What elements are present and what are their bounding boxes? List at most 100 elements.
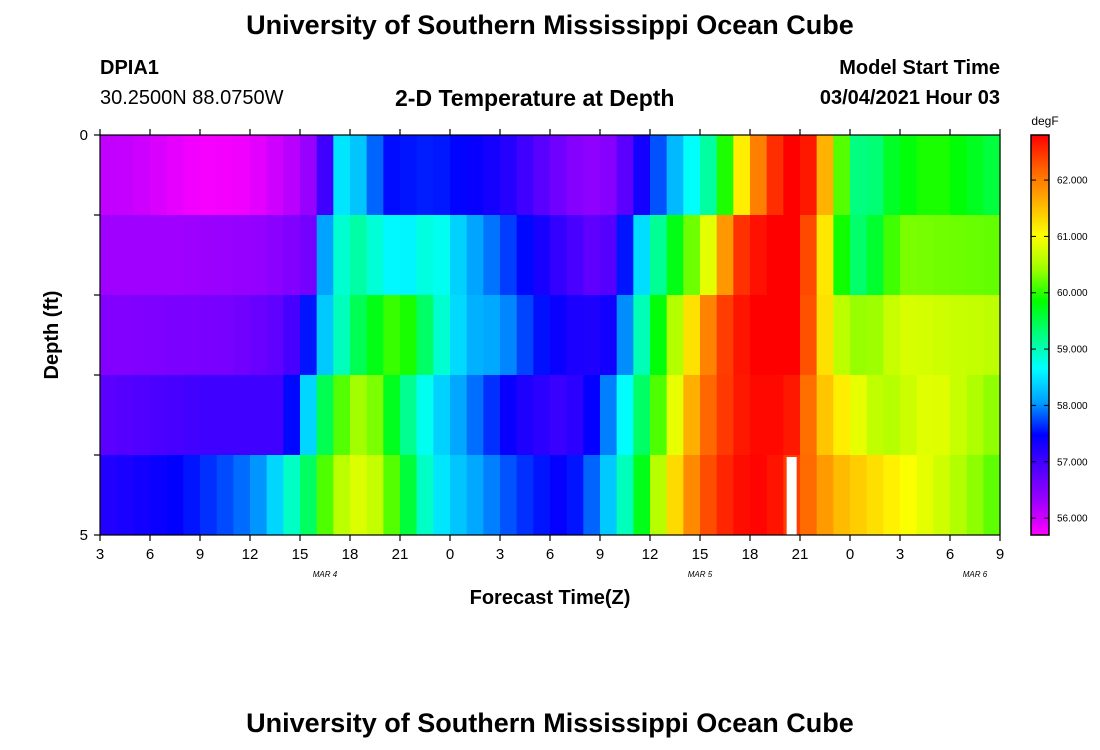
heatmap-cell — [900, 135, 918, 216]
colorbar-tick-label: 57.000 — [1057, 457, 1088, 468]
heatmap-cell — [600, 295, 618, 376]
station-id: DPIA1 — [100, 57, 159, 79]
x-tick-label: 12 — [242, 546, 259, 563]
heatmap-cell — [500, 135, 518, 216]
heatmap-cell — [816, 295, 834, 376]
heatmap-cell — [700, 375, 718, 456]
heatmap-cell — [700, 295, 718, 376]
heatmap-cell — [350, 375, 368, 456]
heatmap-cell — [433, 135, 451, 216]
heatmap-cell — [733, 135, 751, 216]
heatmap-cell — [966, 375, 984, 456]
heatmap-cell — [666, 375, 684, 456]
x-tick-label: 21 — [792, 546, 809, 563]
heatmap-cell — [466, 375, 484, 456]
heatmap-cell — [850, 215, 868, 296]
heatmap-cell — [416, 455, 434, 536]
heatmap-cell — [766, 455, 784, 536]
x-tick-label: 12 — [642, 546, 659, 563]
heatmap-cell — [683, 135, 701, 216]
heatmap-cell — [416, 375, 434, 456]
heatmap-cell — [866, 455, 884, 536]
heatmap-cell — [733, 295, 751, 376]
heatmap-cell — [283, 375, 301, 456]
heatmap-cell — [200, 375, 218, 456]
heatmap-cell — [400, 215, 418, 296]
heatmap-cell — [833, 455, 851, 536]
heatmap-cell — [716, 135, 734, 216]
x-tick-label: 0 — [446, 546, 454, 563]
heatmap-cell — [616, 295, 634, 376]
heatmap-cell — [450, 215, 468, 296]
heatmap-cell — [783, 375, 801, 456]
heatmap-cell — [566, 295, 584, 376]
heatmap-cell — [783, 215, 801, 296]
heatmap-cell — [616, 215, 634, 296]
heatmap-cell — [300, 295, 318, 376]
heatmap-cell — [166, 215, 184, 296]
heatmap-cell — [283, 215, 301, 296]
heatmap-cell — [116, 455, 134, 536]
heatmap-cell — [666, 295, 684, 376]
missing-data-cell — [786, 457, 797, 535]
heatmap-cell — [733, 215, 751, 296]
heatmap-cells — [100, 135, 1001, 536]
heatmap-cell — [150, 215, 168, 296]
top-title: University of Southern Mississippi Ocean… — [246, 10, 854, 40]
heatmap-cell — [850, 455, 868, 536]
heatmap-cell — [583, 455, 601, 536]
heatmap-cell — [466, 295, 484, 376]
heatmap-cell — [250, 455, 268, 536]
heatmap-cell — [800, 375, 818, 456]
heatmap-cell — [950, 295, 968, 376]
heatmap-cell — [933, 295, 951, 376]
bottom-title: University of Southern Mississippi Ocean… — [246, 708, 854, 738]
heatmap-cell — [716, 455, 734, 536]
heatmap-cell — [683, 375, 701, 456]
heatmap-cell — [850, 295, 868, 376]
heatmap-cell — [333, 135, 351, 216]
heatmap-cell — [383, 215, 401, 296]
heatmap-cell — [300, 135, 318, 216]
axis-labels: Forecast Time(Z) Depth (ft) — [41, 291, 630, 609]
heatmap-cell — [800, 295, 818, 376]
heatmap-cell — [483, 295, 501, 376]
heatmap-cell — [916, 135, 934, 216]
x-tick-label: 6 — [946, 546, 954, 563]
heatmap-cell — [666, 455, 684, 536]
heatmap-cell — [183, 295, 201, 376]
heatmap-cell — [966, 295, 984, 376]
heatmap-cell — [683, 215, 701, 296]
heatmap-cell — [233, 215, 251, 296]
heatmap-cell — [600, 455, 618, 536]
heatmap-cell — [300, 375, 318, 456]
heatmap-cell — [250, 375, 268, 456]
heatmap-cell — [933, 455, 951, 536]
heatmap-cell — [200, 455, 218, 536]
heatmap-cell — [733, 455, 751, 536]
heatmap-cell — [916, 215, 934, 296]
heatmap-cell — [166, 455, 184, 536]
station-coords: 30.2500N 88.0750W — [100, 87, 284, 109]
heatmap-cell — [766, 375, 784, 456]
heatmap-cell — [366, 135, 384, 216]
heatmap-cell — [600, 215, 618, 296]
heatmap-cell — [500, 375, 518, 456]
heatmap-cell — [966, 215, 984, 296]
heatmap-cell — [683, 455, 701, 536]
heatmap-cell — [533, 455, 551, 536]
heatmap-cell — [950, 375, 968, 456]
heatmap-cell — [966, 135, 984, 216]
heatmap-cell — [383, 135, 401, 216]
heatmap-cell — [500, 215, 518, 296]
heatmap-cell — [516, 295, 534, 376]
heatmap-cell — [650, 215, 668, 296]
heatmap-cell — [116, 295, 134, 376]
heatmap-cell — [150, 375, 168, 456]
heatmap-cell — [200, 135, 218, 216]
heatmap-cell — [816, 215, 834, 296]
heatmap-cell — [250, 135, 268, 216]
model-start-value: 03/04/2021 Hour 03 — [819, 87, 1000, 109]
heatmap-cell — [216, 135, 234, 216]
heatmap-cell — [550, 455, 568, 536]
